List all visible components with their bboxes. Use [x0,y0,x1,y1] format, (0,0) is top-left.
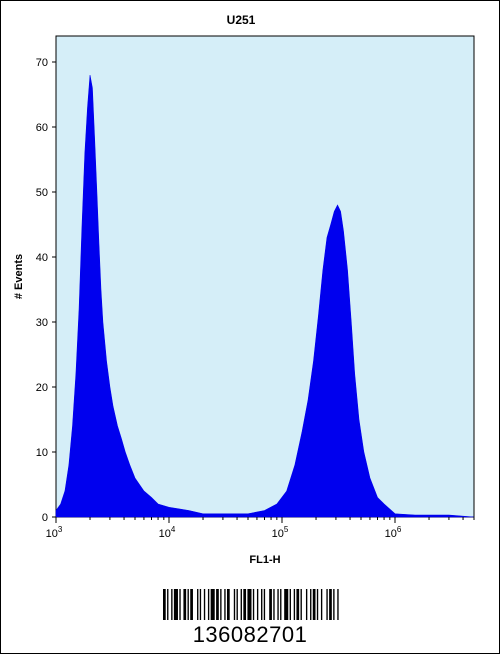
barcode-bar [226,589,230,620]
barcode-bar [233,589,236,620]
barcode-bar [236,589,238,620]
barcode-bar [243,589,247,620]
x-tick-exponent: 3 [58,525,63,534]
barcode-bar [190,589,193,620]
barcode-bar [300,589,302,620]
barcode-bar [329,589,332,620]
barcode-bar [203,589,206,620]
barcode-bar [171,589,173,620]
barcode-bar [284,589,289,620]
x-axis-ticks: 103 104 105 106 [46,517,475,540]
barcode-bar [280,589,282,620]
x-axis-label: FL1-H [249,554,280,566]
barcode-bar [163,589,166,620]
y-tick-label: 10 [36,447,48,459]
y-tick-label: 0 [42,512,48,524]
barcode-bar [269,589,272,620]
barcode-bar [247,589,252,620]
barcode-bar [289,589,291,620]
y-axis-ticks: 0 10 20 30 40 50 60 70 [36,57,56,524]
barcode-bar [224,589,226,620]
y-tick-label: 70 [36,57,48,69]
barcode-bar [296,589,300,620]
barcode-bar [210,589,215,620]
barcode-bar [173,589,178,620]
barcode-bar [167,589,169,620]
x-tick-label: 105 [272,525,289,540]
barcode-bar [316,589,319,620]
barcode-bar [187,589,189,620]
barcode-bar [207,589,210,620]
barcode [163,589,339,620]
barcode-bar [197,589,199,620]
barcode-bar [220,589,222,620]
barcode-bar [337,589,339,620]
y-tick-label: 20 [36,382,48,394]
barcode-bar [263,589,266,620]
barcode-bar [305,589,308,620]
barcode-bar [179,589,181,620]
barcode-bar [312,589,316,620]
x-tick-exponent: 5 [284,525,289,534]
barcode-bar [256,589,259,620]
barcode-bar [333,589,335,620]
x-tick-label: 103 [46,525,63,540]
barcode-bar [216,589,219,620]
barcode-bar [293,589,296,620]
barcode-bar [310,589,312,620]
barcode-number: 136082701 [192,622,308,647]
barcode-bar [326,589,328,620]
y-tick-label: 40 [36,252,48,264]
barcode-bar [240,589,242,620]
barcode-bar [199,589,202,620]
barcode-bar [252,589,255,620]
barcode-bar [183,589,187,620]
barcode-bar [273,589,275,620]
y-tick-label: 60 [36,122,48,134]
barcode-bar [320,589,323,620]
x-tick-label: 104 [159,525,176,540]
x-tick-exponent: 4 [171,525,176,534]
x-tick-exponent: 6 [397,525,402,534]
x-tick-label: 106 [385,525,402,540]
histogram-series [55,74,475,518]
y-tick-label: 30 [36,317,48,329]
plot-area [55,35,475,518]
y-tick-label: 50 [36,187,48,199]
barcode-bar [261,589,263,620]
y-axis-label: # Events [13,254,25,299]
chart-title: U251 [227,13,256,27]
barcode-bar [277,589,279,620]
